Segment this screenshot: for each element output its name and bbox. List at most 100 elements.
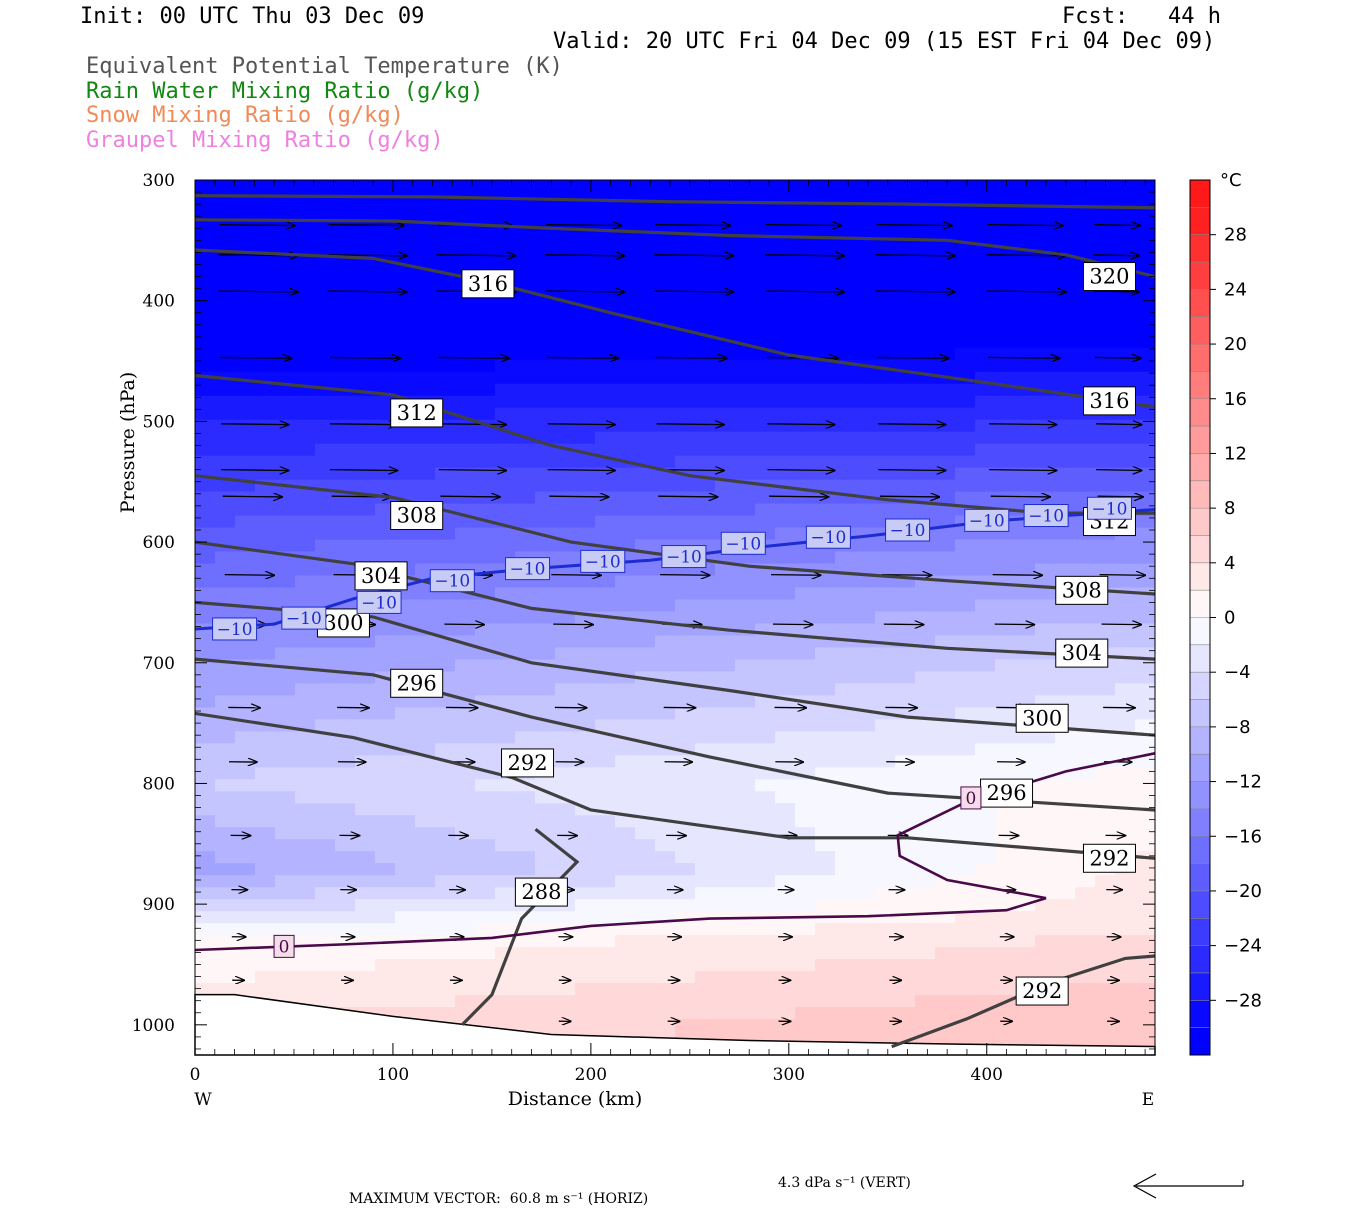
temp-cell (675, 923, 696, 936)
temp-cell (795, 324, 816, 337)
temp-cell (575, 216, 596, 229)
temp-cell (475, 300, 496, 313)
temp-cell (595, 588, 616, 601)
temp-cell (775, 228, 796, 241)
temp-cell (675, 240, 696, 253)
temp-cell (635, 695, 656, 708)
temp-cell (275, 576, 296, 589)
temp-cell (1035, 396, 1056, 409)
wind-arrow (1096, 424, 1142, 425)
temp-cell (675, 252, 696, 265)
temp-cell (855, 456, 876, 469)
temp-cell (435, 372, 456, 385)
temp-cell (775, 791, 796, 804)
temp-cell (1015, 444, 1036, 457)
temp-cell (735, 959, 756, 972)
temp-cell (275, 863, 296, 876)
temp-cell (215, 683, 236, 696)
temp-cell (615, 324, 636, 337)
temp-cell (1135, 899, 1156, 912)
temp-cell (1075, 564, 1096, 577)
max-vector-vert: 4.3 dPa s⁻¹ (VERT) (778, 1175, 911, 1191)
temp-cell (195, 899, 216, 912)
temp-cell (515, 204, 536, 217)
temp-cell (835, 396, 856, 409)
temp-cell (775, 779, 796, 792)
temp-cell (695, 887, 716, 900)
temp-cell (795, 432, 816, 445)
temp-cell (575, 396, 596, 409)
temp-cell (215, 396, 236, 409)
wind-arrow (221, 470, 288, 471)
temp-cell (275, 324, 296, 337)
temp-cell (375, 300, 396, 313)
temp-cell (1095, 540, 1116, 553)
temp-cell (535, 480, 556, 493)
temp-cell (395, 815, 416, 828)
temp-cell (495, 480, 516, 493)
temp-cell (615, 707, 636, 720)
temp-cell (215, 779, 236, 792)
temp-cell (475, 540, 496, 553)
temp-cell (1075, 983, 1096, 996)
temp-cell (795, 180, 816, 193)
colorbar-tick-label: 24 (1224, 279, 1247, 300)
temp-cell (1015, 420, 1036, 433)
temp-cell (195, 887, 216, 900)
theta-e-label: 292 (1022, 979, 1062, 1003)
temp-cell (1075, 552, 1096, 565)
temp-cell (695, 659, 716, 672)
temp-cell (655, 528, 676, 541)
temp-cell (995, 324, 1016, 337)
colorbar-cell (1190, 207, 1210, 235)
colorbar-cell (1190, 399, 1210, 427)
temp-cell (1055, 564, 1076, 577)
temp-cell (215, 276, 236, 289)
temp-cell (535, 1007, 556, 1020)
temp-cell (755, 432, 776, 445)
temp-cell (835, 731, 856, 744)
temp-cell (335, 372, 356, 385)
temp-cell (795, 1007, 816, 1020)
temp-cell (675, 647, 696, 660)
temp-cell (475, 576, 496, 589)
temp-cell (915, 623, 936, 636)
wind-arrow (989, 424, 1056, 425)
temp-cell (495, 540, 516, 553)
temp-cell (1055, 959, 1076, 972)
temp-cell (955, 396, 976, 409)
temp-cell (1075, 1019, 1096, 1032)
temp-cell (855, 731, 876, 744)
temp-cell (975, 1019, 996, 1032)
temp-cell (835, 995, 856, 1008)
temp-cell (1135, 623, 1156, 636)
temp-cell (895, 971, 916, 984)
temp-cell (1115, 420, 1136, 433)
temp-cell (415, 1007, 436, 1020)
temp-cell (1135, 659, 1156, 672)
temp-cell (855, 288, 876, 301)
temp-cell (1035, 360, 1056, 373)
temp-cell (415, 444, 436, 457)
temp-cell (535, 360, 556, 373)
temp-cell (935, 360, 956, 373)
temp-cell (635, 923, 656, 936)
temp-cell (475, 971, 496, 984)
temp-cell (695, 983, 716, 996)
temp-cell (775, 815, 796, 828)
temp-cell (935, 1031, 956, 1044)
temp-cell (815, 468, 836, 481)
temp-cell (855, 851, 876, 864)
temp-cell (695, 767, 716, 780)
temp-cell (755, 923, 776, 936)
temp-cell (335, 683, 356, 696)
temp-cell (215, 576, 236, 589)
temp-cell (535, 516, 556, 529)
temp-cell (795, 264, 816, 277)
temp-cell (975, 396, 996, 409)
temp-cell (1035, 815, 1056, 828)
temp-cell (875, 815, 896, 828)
temp-cell (535, 983, 556, 996)
temp-cell (295, 803, 316, 816)
temp-cell (875, 216, 896, 229)
